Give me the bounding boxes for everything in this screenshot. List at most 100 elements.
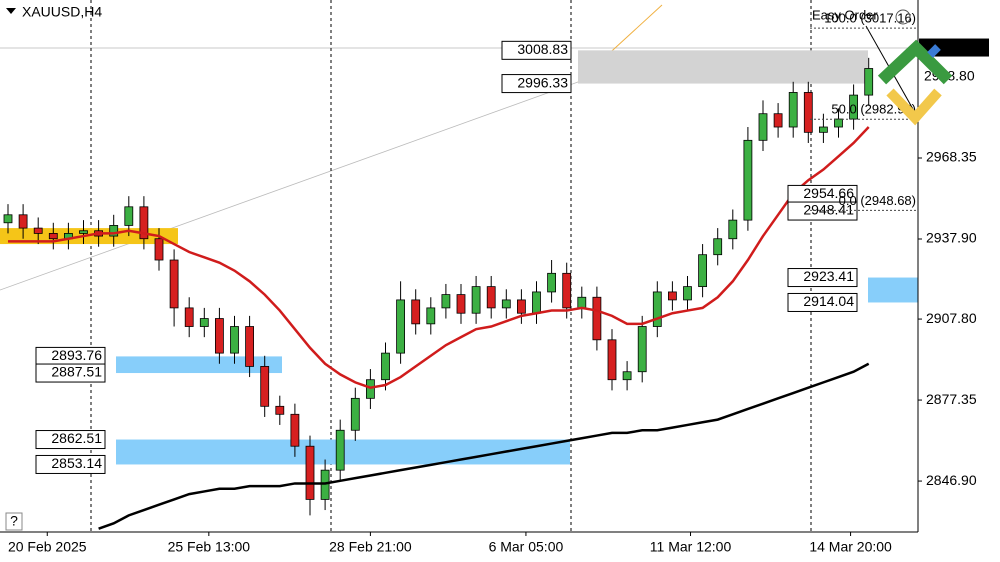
candle-body [819, 126, 828, 133]
x-tick-label: 20 Feb 2025 [8, 539, 87, 555]
price-label: 2862.51 [51, 430, 102, 446]
candle-body [803, 92, 813, 133]
candle-body [124, 206, 134, 226]
easy-order-icon[interactable] [895, 9, 911, 25]
candle-body [501, 299, 511, 309]
y-tick-label: 2877.35 [926, 391, 977, 407]
price-label-box [35, 363, 106, 383]
price-label-box [787, 292, 858, 312]
candle-body [592, 296, 602, 341]
candle-body [622, 371, 632, 381]
candle-body [139, 206, 149, 240]
separators [90, 0, 812, 532]
fib-label: 100.0 (3017.16) [824, 11, 916, 26]
candle-body [18, 214, 28, 229]
candle-body [788, 92, 798, 128]
candle-body [33, 227, 43, 234]
candle-body [335, 429, 345, 471]
x-tick-label: 14 Mar 20:00 [809, 539, 892, 555]
trend-line [0, 81, 579, 291]
candle-body [365, 379, 375, 399]
fib-label: 0.0 (2948.68) [839, 193, 916, 208]
candle-body [698, 254, 707, 288]
candle-body [637, 326, 647, 373]
y-tick-label: 2968.35 [926, 149, 977, 165]
candle-body [758, 113, 768, 141]
price-label: 2954.66 [803, 185, 854, 201]
candle-body [607, 339, 617, 381]
moving-average [98, 362, 870, 530]
x-tick-label: 11 Mar 12:00 [650, 539, 732, 555]
price-label-box [35, 430, 106, 450]
zone [578, 50, 868, 84]
logo [877, 39, 953, 85]
candle-body [668, 291, 677, 301]
candle-body [773, 113, 783, 128]
candle-body [245, 326, 255, 367]
price-label: 2914.04 [803, 293, 854, 309]
candle-body [154, 238, 164, 261]
zone [868, 277, 918, 303]
candle-body [532, 291, 541, 314]
candle-body [441, 294, 451, 309]
candle-body [169, 259, 179, 309]
price-label-box [501, 74, 572, 94]
candle-body [381, 352, 390, 381]
menu-arrow[interactable] [6, 8, 16, 14]
price-label: 2893.76 [51, 347, 102, 363]
price-label-box [787, 201, 858, 221]
candle-body [305, 445, 315, 500]
candle-body [48, 233, 58, 240]
candle-body [214, 318, 224, 354]
candle-body [109, 225, 119, 237]
candle-body [577, 296, 587, 309]
candle-body [320, 469, 330, 500]
candle-body [426, 307, 436, 325]
x-tick-label: 28 Feb 21:00 [329, 539, 412, 555]
candle-body [199, 318, 209, 327]
candle-body [79, 230, 88, 234]
candle-body [230, 326, 239, 354]
price-label: 2948.41 [803, 202, 854, 218]
candle-body [471, 286, 481, 314]
zone [868, 194, 918, 212]
candle-body [683, 286, 692, 301]
candle-body [517, 299, 526, 314]
price-label: 3008.83 [517, 41, 568, 57]
price-label: 2887.51 [51, 364, 102, 380]
price-label-box [787, 268, 858, 288]
x-tick-label: 6 Mar 05:00 [489, 539, 564, 555]
candle-body [728, 219, 738, 240]
moving-average [8, 126, 870, 389]
candle-body [260, 366, 270, 407]
candle-body [411, 299, 421, 325]
help-box[interactable] [5, 512, 23, 531]
price-label: 2853.14 [51, 455, 102, 471]
candle-body [849, 94, 858, 120]
y-tick-label: 2907.80 [926, 310, 977, 326]
symbol: XAUUSD,H4 [22, 4, 102, 20]
candle-body [456, 294, 466, 314]
fib-label: 50.0 (2982.92) [831, 102, 916, 117]
candle-body [486, 286, 496, 309]
price-label: 2996.33 [517, 74, 568, 90]
x-tick-label: 25 Feb 13:00 [168, 539, 251, 555]
help[interactable]: ? [10, 513, 18, 529]
candle-body [834, 118, 843, 128]
easy-order[interactable]: Easy Order [812, 7, 878, 22]
price-label: 2923.41 [803, 268, 854, 284]
candle-body [713, 238, 723, 256]
y-tick-label: 2937.90 [926, 230, 977, 246]
candle-body [547, 272, 556, 293]
candle-body [3, 214, 13, 224]
candle-body [743, 139, 753, 221]
candle-body [290, 413, 300, 447]
price-label-box [501, 40, 572, 60]
candle-body [562, 272, 572, 309]
price-label-box [35, 454, 106, 474]
candle-body [350, 397, 360, 431]
logo [886, 88, 942, 126]
logo [927, 44, 941, 58]
candle-body [864, 68, 874, 96]
